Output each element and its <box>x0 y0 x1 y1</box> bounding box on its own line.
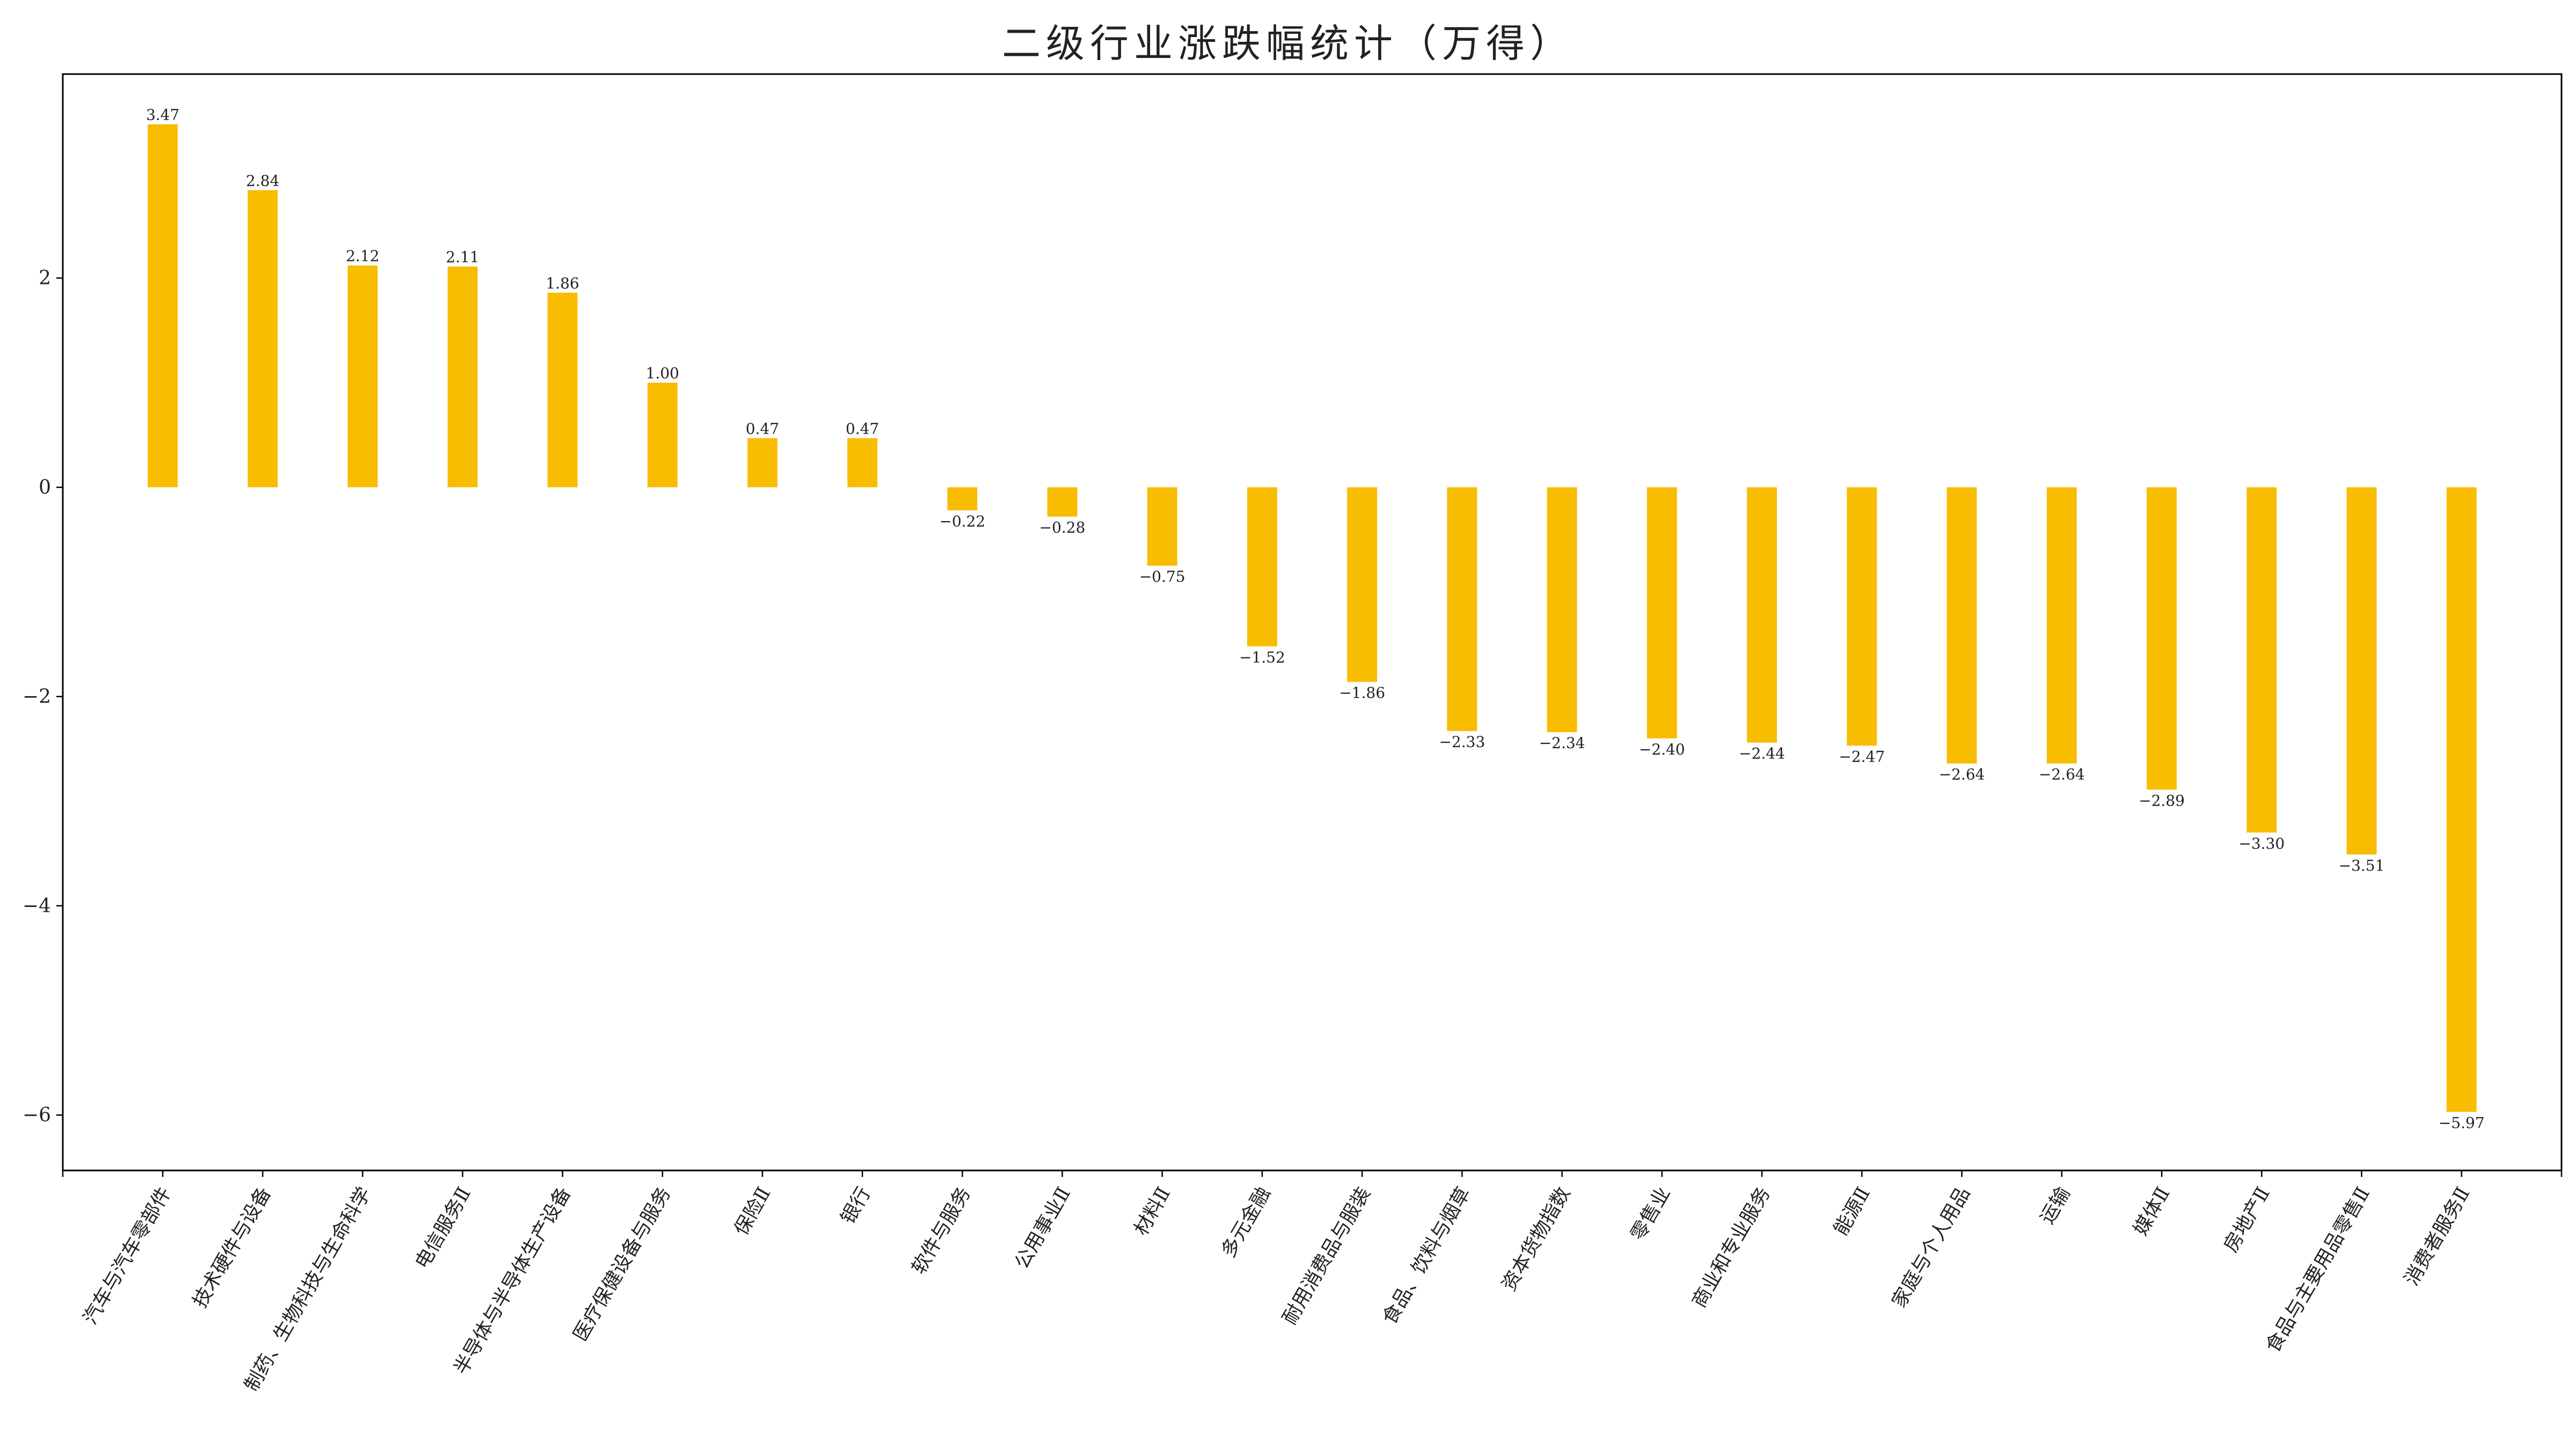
bar-value-label: −2.44 <box>1739 745 1785 763</box>
bar <box>247 190 278 488</box>
bar-value-label: −2.64 <box>1939 766 1985 784</box>
bar-value-label: −3.30 <box>2238 835 2285 852</box>
bar-value-label: 0.47 <box>846 420 879 437</box>
bar-value-label: 1.86 <box>546 274 579 292</box>
y-tick-label: 2 <box>39 267 51 289</box>
y-tick-label: 0 <box>39 477 51 499</box>
x-tick-label: 医疗保健设备与服务 <box>569 1183 676 1345</box>
plot-frame <box>62 73 2563 1172</box>
x-tick-label: 媒体Ⅱ <box>2129 1183 2175 1239</box>
x-tick-label: 技术硬件与设备 <box>189 1183 276 1312</box>
bar <box>448 266 478 488</box>
bar-value-label: −2.40 <box>1639 741 1685 758</box>
x-tick-label: 电信服务Ⅱ <box>411 1183 475 1272</box>
y-tick-label: −4 <box>23 895 51 917</box>
bar-value-label: −1.86 <box>1339 684 1385 702</box>
bar <box>1047 487 1078 517</box>
x-tick-label: 商业和专业服务 <box>1688 1183 1775 1312</box>
x-tick-label: 汽车与汽车零部件 <box>79 1183 176 1328</box>
x-tick-label: 保险Ⅱ <box>730 1183 775 1239</box>
bar <box>2346 487 2377 855</box>
bar <box>148 124 178 488</box>
bar <box>1547 487 1577 733</box>
bar-value-label: 0.47 <box>746 420 779 437</box>
bar <box>647 383 678 488</box>
bar-value-label: −0.28 <box>1039 519 1085 537</box>
x-tick-label: 零售业 <box>1627 1183 1675 1245</box>
bar <box>2046 487 2077 764</box>
bar <box>1347 487 1378 682</box>
bar <box>1946 487 1977 764</box>
bar-value-label: −2.89 <box>2139 792 2185 809</box>
x-tick-label: 食品与主要用品零售Ⅱ <box>2262 1183 2375 1356</box>
bar-value-label: −2.64 <box>2039 766 2085 784</box>
bar <box>747 438 778 488</box>
bar <box>847 438 877 488</box>
bar-value-label: 3.47 <box>146 106 179 124</box>
bar-value-label: −2.33 <box>1439 733 1485 751</box>
bar <box>547 292 578 488</box>
bar <box>1646 487 1677 738</box>
x-tick-label: 运输 <box>2036 1183 2075 1228</box>
x-tick-label: 软件与服务 <box>908 1183 975 1278</box>
bar-value-label: −0.75 <box>1139 568 1185 586</box>
bar-value-label: 2.12 <box>346 247 379 265</box>
bar <box>2147 487 2177 790</box>
bar <box>1447 487 1477 731</box>
x-tick-label: 多元金融 <box>1217 1183 1275 1261</box>
y-tick-label: −2 <box>23 686 51 708</box>
bar-value-label: 1.00 <box>646 364 679 382</box>
x-tick-label: 家庭与个人用品 <box>1888 1183 1975 1312</box>
bars-layer <box>148 124 2477 1112</box>
bar <box>347 265 378 488</box>
x-tick-label: 消费者服务Ⅱ <box>2401 1183 2475 1290</box>
bar <box>1147 487 1177 566</box>
y-tick-label: −6 <box>23 1104 51 1126</box>
value-labels-layer: 3.47 2.84 2.12 2.11 1.86 1.00 0.47 0.47 −0.22 −0.… <box>146 106 2485 1132</box>
y-axis: 2 0 −2 −4 −6 <box>23 267 63 1126</box>
bar-value-label: −3.51 <box>2339 857 2385 874</box>
x-tick-label: 银行 <box>837 1183 875 1228</box>
x-tick-label: 食品、饮料与烟草 <box>1379 1183 1475 1328</box>
bar-value-label: 2.84 <box>246 172 279 189</box>
chart-title: 二级行业涨跌幅统计（万得） <box>1001 21 1574 66</box>
bar-value-label: 2.11 <box>446 248 479 266</box>
bar <box>2246 487 2277 833</box>
bar-value-label: −1.52 <box>1239 648 1285 666</box>
bar-value-label: −2.34 <box>1539 734 1585 752</box>
bar <box>1247 487 1277 647</box>
bar-value-label: −2.47 <box>1839 748 1885 766</box>
x-tick-label: 资本货物指数 <box>1498 1183 1575 1295</box>
x-tick-label: 能源Ⅱ <box>1829 1183 1875 1239</box>
bar <box>947 487 978 510</box>
bar-value-label: −5.97 <box>2439 1114 2485 1132</box>
x-tick-label: 材料Ⅱ <box>1130 1183 1175 1239</box>
x-tick-label: 房地产Ⅱ <box>2220 1183 2274 1256</box>
bar <box>2446 487 2477 1112</box>
bar-value-label: −0.22 <box>939 513 985 530</box>
x-tick-label: 公用事业Ⅱ <box>1011 1183 1075 1272</box>
bar <box>1847 487 1877 746</box>
x-tick-label: 耐用消费品与服装 <box>1278 1183 1375 1328</box>
bar <box>1747 487 1777 743</box>
x-tick-label: 半导体与半导体生产设备 <box>450 1183 575 1378</box>
